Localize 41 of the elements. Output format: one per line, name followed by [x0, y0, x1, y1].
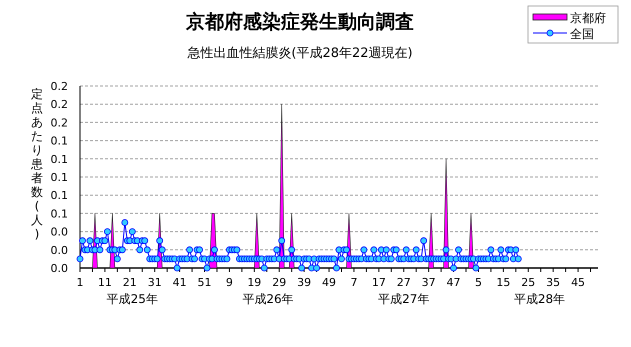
y-tick-label: 0.1: [50, 171, 68, 184]
x-tick-label: 11: [98, 276, 112, 289]
y-tick-label: 0.2: [50, 116, 68, 130]
legend-label: 全国: [570, 27, 594, 41]
chart-subtitle: 急性出血性結膜炎(平成28年22週現在): [186, 46, 413, 61]
x-tick-label: 9: [226, 276, 233, 289]
x-tick-label: 39: [297, 276, 312, 289]
text: 平成28年: [514, 292, 566, 306]
text: 平成27年: [378, 292, 430, 306]
x-tick-label: 19: [247, 276, 262, 289]
legend-label: 京都府: [570, 11, 606, 25]
x-tick-label: 37: [422, 276, 436, 289]
x-tick-label: 45: [571, 276, 586, 289]
x-tick-label: 7: [350, 276, 358, 289]
y-tick-label: 0.1: [50, 152, 68, 166]
text: 平成26年: [242, 292, 294, 306]
x-tick-label: 17: [372, 276, 386, 289]
x-tick-label: 49: [322, 276, 336, 289]
x-tick-label: 21: [122, 276, 137, 289]
x-tick-label: 25: [521, 276, 536, 289]
text: 平成25年: [106, 292, 158, 306]
x-tick-label: 35: [546, 276, 560, 289]
x-tick-label: 41: [172, 276, 187, 289]
y-tick-label: 0.1: [50, 207, 68, 220]
y-tick-label: 0.1: [50, 134, 68, 148]
y-tick-label: 0.0: [50, 226, 68, 239]
y-tick-label: 0.1: [50, 189, 68, 202]
x-tick-label: 47: [446, 276, 461, 289]
text: 定点あたり患者数(人): [31, 87, 43, 241]
y-tick-label: 0.2: [50, 80, 68, 93]
x-tick-label: 29: [272, 276, 286, 289]
x-tick-label: 1: [76, 276, 84, 289]
y-tick-label: 0.2: [50, 98, 68, 112]
x-tick-label: 5: [474, 276, 482, 289]
x-tick-label: 31: [148, 276, 162, 289]
x-tick-label: 27: [396, 276, 411, 289]
x-tick-label: 15: [496, 276, 510, 289]
x-tick-label: 51: [198, 276, 212, 289]
y-tick-label: 0.0: [50, 262, 68, 275]
chart-title: 京都府感染症発生動向調査: [185, 11, 414, 33]
y-tick-label: 0.0: [50, 244, 68, 257]
